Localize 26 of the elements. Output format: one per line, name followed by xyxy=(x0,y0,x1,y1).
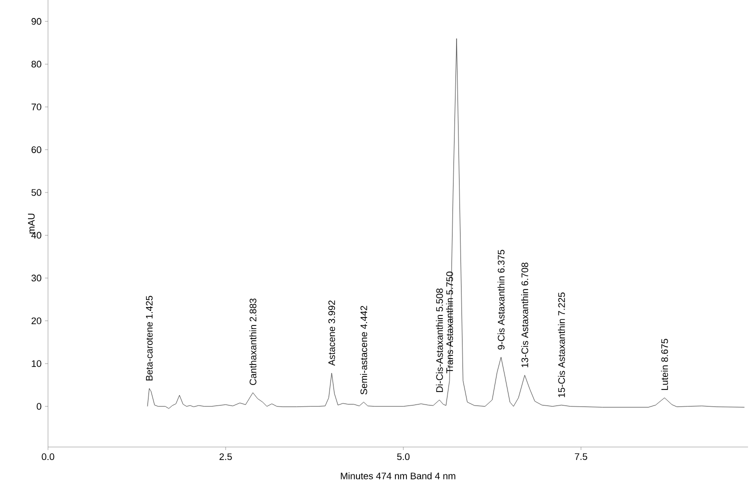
y-axis-title: mAU xyxy=(28,214,35,234)
y-tick-label: 50 xyxy=(31,189,42,196)
annotation: Canthaxanthin 2.883 xyxy=(249,298,256,385)
y-tick-label: 90 xyxy=(32,18,42,25)
annotation: 15-Cis Astaxanthin 7.225 xyxy=(558,292,565,398)
y-tick-label: 80 xyxy=(32,60,42,68)
x-tick-label: 7.5 xyxy=(574,453,588,460)
x-tick-label: 5.0 xyxy=(397,453,410,460)
annotation: Beta-carotene 1.425 xyxy=(146,296,153,380)
x-axis-title: Minutes 474 nm Band 4 nm xyxy=(340,472,456,480)
x-tick-label: 2.5 xyxy=(220,453,232,460)
annotation: Lutein 8.675 xyxy=(661,338,668,390)
annotation: 9-Cis Astaxanthin 6.375 xyxy=(498,250,505,350)
y-tick-label: 0 xyxy=(36,403,42,410)
annotation: Astacene 3.992 xyxy=(328,300,336,366)
x-tick-label: 0.0 xyxy=(42,453,54,460)
y-tick-label: 40 xyxy=(31,232,42,239)
y-tick-label: 30 xyxy=(31,274,42,282)
y-tick-label: 60 xyxy=(32,146,42,154)
y-tick-label: 10 xyxy=(32,360,42,367)
annotation: 13-Cis Astaxanthin 6.708 xyxy=(521,262,528,368)
annotation: Semi-astacene 4.442 xyxy=(360,306,368,394)
y-tick-label: 70 xyxy=(32,104,42,110)
y-tick-label: 20 xyxy=(32,317,42,324)
annotation: Di-Cis-Astaxanthin 5.508 xyxy=(436,288,443,392)
annotation: Trans Astaxanthin 5.750 xyxy=(446,272,453,374)
